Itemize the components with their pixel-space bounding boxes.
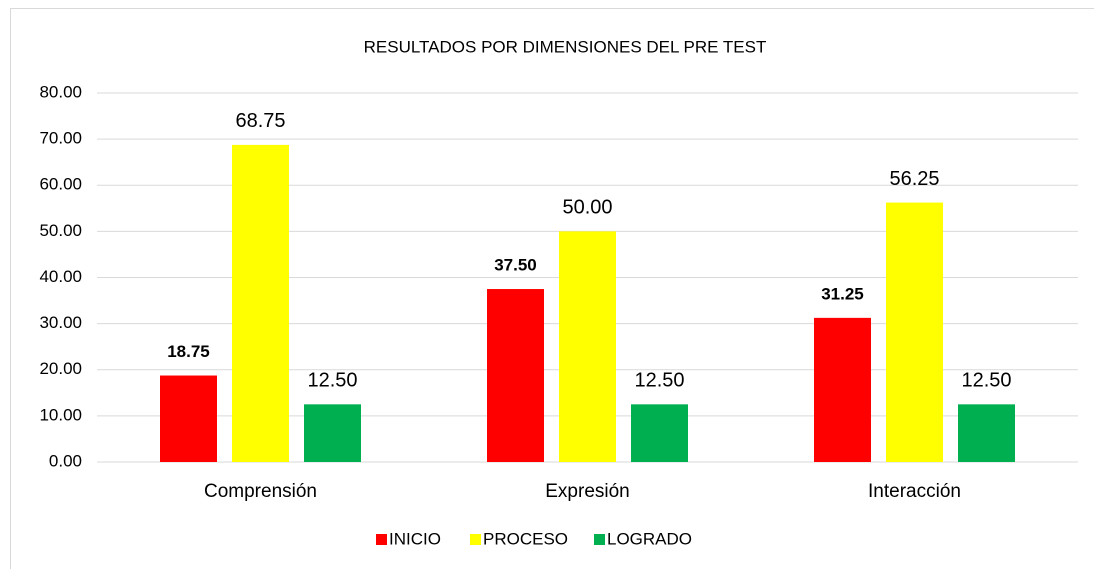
y-tick-label: 30.00 (39, 313, 82, 332)
bar (304, 404, 361, 462)
data-label: 37.50 (494, 256, 537, 275)
data-label: 31.25 (821, 284, 864, 303)
bar (814, 317, 871, 462)
legend-label: INICIO (389, 529, 441, 548)
chart-title: RESULTADOS POR DIMENSIONES DEL PRE TEST (364, 37, 767, 56)
bar (886, 202, 943, 462)
bar (232, 144, 289, 462)
bar (559, 231, 616, 462)
data-label: 12.50 (307, 370, 357, 392)
x-tick-label: Interacción (868, 481, 961, 502)
legend-label: LOGRADO (607, 529, 692, 548)
bar (160, 375, 217, 462)
y-tick-label: 70.00 (39, 129, 82, 148)
x-tick-label: Expresión (545, 481, 630, 502)
legend-swatch (470, 534, 481, 545)
legend-label: PROCESO (483, 529, 568, 548)
bar (631, 404, 688, 462)
data-label: 56.25 (889, 168, 939, 190)
data-label: 68.75 (235, 110, 285, 132)
y-tick-label: 40.00 (39, 267, 82, 286)
bar (487, 289, 544, 462)
legend-swatch (376, 534, 387, 545)
data-label: 50.00 (562, 197, 612, 219)
data-label: 12.50 (634, 370, 684, 392)
y-tick-label: 0.00 (49, 451, 82, 470)
bar (958, 404, 1015, 462)
y-tick-label: 20.00 (39, 359, 82, 378)
legend-swatch (594, 534, 605, 545)
x-tick-label: Comprensión (204, 481, 317, 502)
data-label: 12.50 (961, 370, 1011, 392)
y-tick-label: 10.00 (39, 405, 82, 424)
data-label: 18.75 (167, 342, 210, 361)
y-tick-label: 50.00 (39, 221, 82, 240)
y-tick-label: 80.00 (39, 82, 82, 101)
y-tick-label: 60.00 (39, 175, 82, 194)
